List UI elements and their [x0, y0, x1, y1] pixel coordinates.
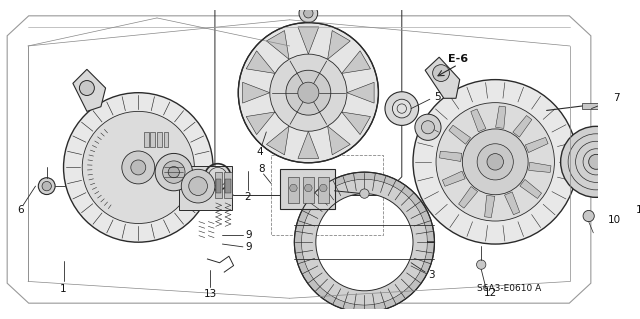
- Circle shape: [319, 184, 327, 192]
- Polygon shape: [484, 195, 495, 218]
- Text: 3: 3: [428, 270, 435, 280]
- Circle shape: [163, 161, 185, 183]
- Polygon shape: [246, 51, 275, 73]
- Circle shape: [38, 178, 55, 195]
- Polygon shape: [266, 126, 289, 155]
- Polygon shape: [440, 151, 462, 161]
- Polygon shape: [459, 187, 477, 208]
- Text: 13: 13: [204, 289, 217, 299]
- Bar: [317, 177, 329, 203]
- Polygon shape: [342, 112, 371, 135]
- Circle shape: [583, 211, 595, 222]
- Circle shape: [131, 160, 146, 175]
- Polygon shape: [471, 109, 486, 132]
- Circle shape: [270, 54, 347, 131]
- Circle shape: [79, 80, 94, 95]
- Circle shape: [286, 70, 331, 115]
- Bar: [288, 177, 299, 203]
- Polygon shape: [513, 115, 532, 137]
- Circle shape: [122, 151, 155, 184]
- Text: E-6: E-6: [448, 54, 468, 64]
- Circle shape: [168, 167, 179, 178]
- Text: 2: 2: [244, 192, 251, 202]
- Bar: [303, 177, 314, 203]
- Circle shape: [298, 82, 319, 103]
- Circle shape: [303, 9, 313, 18]
- Text: 6: 6: [17, 205, 24, 215]
- Circle shape: [181, 169, 215, 203]
- Text: 9: 9: [245, 242, 252, 252]
- Text: 7: 7: [613, 93, 620, 103]
- Circle shape: [477, 144, 513, 180]
- Bar: [224, 172, 232, 198]
- Circle shape: [155, 153, 193, 191]
- Circle shape: [632, 156, 640, 167]
- Text: 4: 4: [257, 147, 263, 158]
- Polygon shape: [73, 69, 106, 111]
- Polygon shape: [243, 82, 270, 103]
- Circle shape: [238, 23, 378, 163]
- Polygon shape: [302, 180, 427, 305]
- Circle shape: [477, 260, 486, 269]
- Polygon shape: [298, 27, 319, 54]
- Circle shape: [487, 154, 504, 170]
- Polygon shape: [328, 31, 350, 59]
- Polygon shape: [525, 137, 548, 152]
- Circle shape: [392, 99, 411, 118]
- Circle shape: [421, 121, 435, 134]
- Circle shape: [433, 65, 449, 81]
- Circle shape: [436, 103, 554, 221]
- Circle shape: [42, 182, 51, 191]
- Polygon shape: [425, 57, 460, 98]
- Text: 9: 9: [245, 230, 252, 240]
- Text: S6A3-E0610 A: S6A3-E0610 A: [477, 285, 541, 293]
- Circle shape: [462, 129, 528, 195]
- Text: 12: 12: [484, 288, 497, 298]
- Polygon shape: [246, 112, 275, 135]
- Polygon shape: [342, 51, 371, 73]
- Polygon shape: [347, 82, 374, 103]
- Circle shape: [360, 189, 369, 198]
- Polygon shape: [449, 125, 470, 144]
- Bar: [225, 179, 231, 193]
- Bar: [271, 155, 383, 235]
- Bar: [179, 166, 232, 211]
- Text: 8: 8: [259, 164, 265, 174]
- Circle shape: [305, 184, 312, 192]
- Bar: [157, 132, 162, 147]
- Bar: [163, 132, 168, 147]
- Polygon shape: [328, 126, 350, 155]
- Bar: [280, 169, 335, 209]
- Polygon shape: [266, 31, 289, 59]
- Circle shape: [589, 154, 604, 169]
- Polygon shape: [520, 179, 541, 198]
- Bar: [216, 179, 221, 193]
- Circle shape: [82, 111, 195, 224]
- Polygon shape: [504, 192, 520, 215]
- Circle shape: [625, 149, 640, 175]
- Text: 1: 1: [60, 284, 67, 294]
- Polygon shape: [442, 171, 465, 186]
- Circle shape: [299, 4, 317, 23]
- Circle shape: [290, 184, 297, 192]
- Bar: [150, 132, 155, 147]
- Circle shape: [63, 93, 213, 242]
- Circle shape: [189, 177, 207, 196]
- Bar: [215, 172, 222, 198]
- Polygon shape: [495, 106, 506, 128]
- Polygon shape: [294, 172, 435, 312]
- Polygon shape: [298, 131, 319, 159]
- Circle shape: [561, 126, 632, 197]
- Bar: [144, 132, 148, 147]
- Bar: [582, 103, 599, 108]
- Circle shape: [415, 114, 441, 140]
- Circle shape: [385, 92, 419, 125]
- Text: 10: 10: [608, 215, 621, 225]
- Polygon shape: [529, 162, 551, 173]
- Text: 5: 5: [434, 93, 440, 102]
- Circle shape: [413, 80, 577, 244]
- Text: 11: 11: [636, 205, 640, 215]
